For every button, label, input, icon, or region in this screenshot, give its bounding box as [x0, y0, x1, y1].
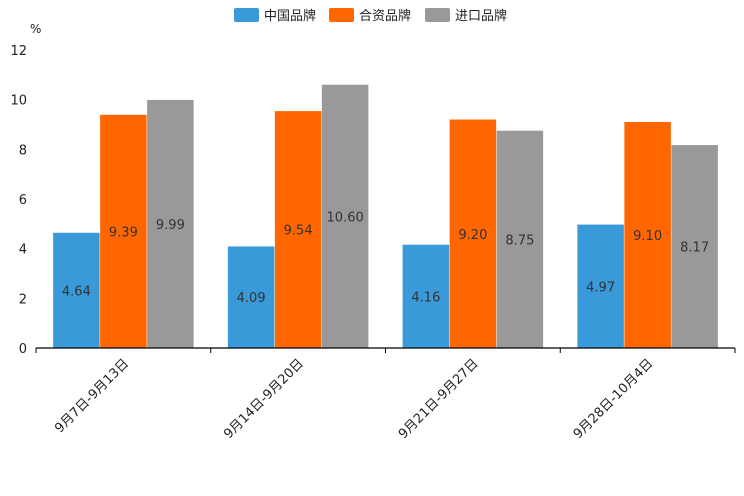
- y-axis: 0 2 4 6 8 10 12: [10, 44, 27, 357]
- legend-label: 合资品牌: [359, 8, 411, 24]
- bar: [577, 224, 624, 348]
- bar: [496, 130, 544, 348]
- bar: [624, 122, 671, 349]
- bar-value-label: 10.60: [327, 210, 364, 225]
- legend-swatch: [234, 8, 259, 22]
- legend-item[interactable]: 合资品牌: [329, 8, 411, 24]
- legend-swatch: [425, 8, 450, 22]
- x-category-label: 9月14日-9月20日: [221, 356, 307, 442]
- x-axis: 9月7日-9月13日 9月14日-9月20日 9月21日-9月27日 9月28日-10…: [35, 347, 736, 442]
- bar-value-label: 8.75: [505, 233, 534, 248]
- bar: [321, 84, 369, 349]
- y-tick-label: 6: [19, 193, 27, 208]
- bar-value-label: 8.17: [680, 241, 709, 256]
- y-tick-label: 0: [19, 342, 27, 357]
- bar: [274, 111, 322, 348]
- legend: 中国品牌 合资品牌 进口品牌: [234, 8, 507, 24]
- bar-value-label: 4.97: [586, 280, 615, 295]
- y-tick-label: 2: [19, 292, 27, 307]
- y-tick-label: 4: [19, 243, 27, 258]
- bar-value-label: 9.10: [633, 229, 662, 244]
- y-tick-label: 12: [10, 44, 27, 59]
- x-category-label: 9月21日-9月27日: [396, 356, 482, 442]
- x-category-label: 9月28日-10月4日: [571, 356, 657, 442]
- bar: [449, 119, 497, 349]
- y-tick-label: 10: [10, 94, 27, 109]
- bar: [227, 246, 275, 348]
- bar-value-label: 9.54: [284, 224, 313, 239]
- bar-value-label: 9.99: [156, 218, 185, 233]
- y-axis-unit-label: %: [30, 22, 41, 36]
- legend-swatch: [329, 8, 354, 22]
- x-category-label: 9月7日-9月13日: [52, 356, 132, 436]
- legend-item[interactable]: 进口品牌: [425, 8, 507, 24]
- bar-value-label: 9.20: [458, 228, 487, 243]
- bar: [100, 114, 147, 348]
- plot-area: 4.64 9.39 9.99 4.09 9.54 10.60 4.16 9.20 8.75 4.9…: [53, 84, 718, 349]
- y-tick-label: 8: [19, 143, 27, 158]
- bar-value-label: 4.16: [411, 290, 440, 305]
- bar-value-label: 4.09: [237, 291, 266, 306]
- legend-label: 进口品牌: [455, 8, 507, 24]
- legend-label: 中国品牌: [264, 8, 316, 24]
- bar: [671, 145, 718, 348]
- bar-value-label: 4.64: [62, 284, 91, 299]
- legend-item[interactable]: 中国品牌: [234, 8, 316, 24]
- bar: [147, 99, 194, 348]
- bar: [53, 232, 100, 348]
- bar-value-label: 9.39: [109, 225, 138, 240]
- bar: [402, 244, 450, 348]
